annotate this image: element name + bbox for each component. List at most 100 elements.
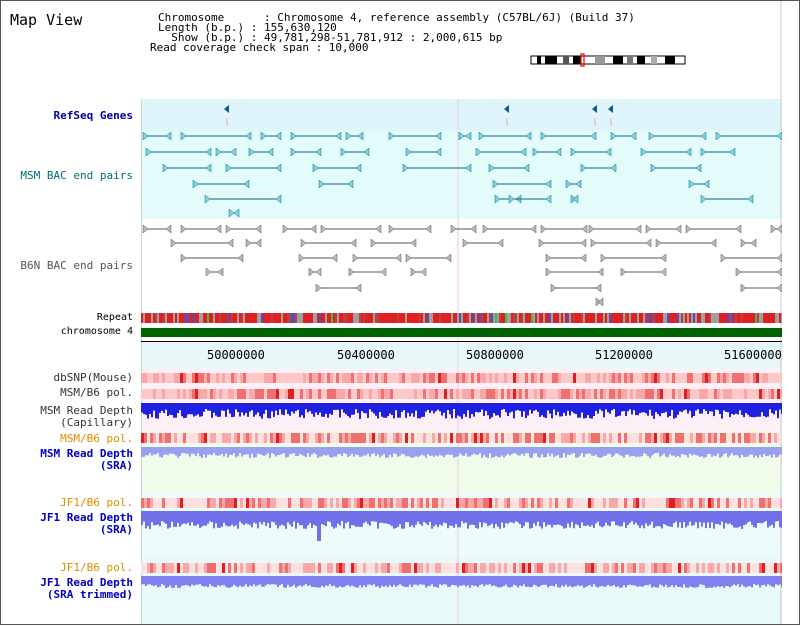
heatmap-cell bbox=[672, 433, 675, 443]
heatmap-cell bbox=[651, 373, 654, 383]
heatmap-cell bbox=[612, 433, 615, 443]
heatmap-cell bbox=[774, 433, 777, 443]
ruler-tick-label: 50400000 bbox=[337, 348, 395, 362]
heatmap-cell bbox=[207, 563, 210, 573]
bac-end-marker bbox=[300, 238, 307, 248]
depth-bar bbox=[411, 447, 413, 458]
repeat-segment bbox=[719, 313, 721, 323]
heatmap-cell bbox=[771, 373, 774, 383]
depth-bar bbox=[475, 576, 477, 586]
depth-bar bbox=[217, 447, 219, 456]
repeat-segment bbox=[673, 313, 675, 323]
heatmap-cell bbox=[753, 498, 756, 508]
heatmap-cell bbox=[549, 389, 552, 399]
depth-bar bbox=[489, 576, 491, 585]
depth-bar bbox=[687, 576, 689, 588]
heatmap-cell bbox=[528, 498, 531, 508]
depth-bar bbox=[329, 403, 331, 414]
depth-bar bbox=[773, 403, 775, 415]
heatmap-cell bbox=[600, 373, 603, 383]
depth-bar bbox=[475, 511, 477, 528]
heatmap-cell bbox=[459, 389, 462, 399]
repeat-segment bbox=[615, 313, 617, 323]
heatmap-cell bbox=[483, 563, 486, 573]
depth-bar bbox=[421, 447, 423, 455]
depth-bar bbox=[285, 403, 287, 410]
heatmap-cell bbox=[195, 389, 198, 399]
repeat-segment bbox=[281, 313, 283, 323]
heatmap-cell bbox=[483, 389, 486, 399]
depth-bar bbox=[379, 447, 381, 458]
repeat-segment bbox=[675, 313, 677, 323]
heatmap-cell bbox=[501, 433, 504, 443]
repeat-segment bbox=[493, 313, 495, 323]
depth-bar bbox=[631, 447, 633, 457]
depth-bar bbox=[591, 403, 593, 419]
bac-end-marker bbox=[215, 147, 222, 157]
heatmap-cell bbox=[480, 433, 483, 443]
repeat-segment bbox=[773, 313, 775, 323]
heatmap-cell bbox=[648, 389, 651, 399]
depth-bar bbox=[471, 576, 473, 586]
heatmap-cell bbox=[675, 389, 678, 399]
repeat-segment bbox=[401, 313, 403, 323]
chromosome-ideogram[interactable] bbox=[529, 53, 689, 67]
depth-bar bbox=[751, 447, 753, 455]
depth-bar bbox=[479, 576, 481, 586]
depth-bar bbox=[359, 576, 361, 586]
depth-bar bbox=[583, 447, 585, 457]
heatmap-cell bbox=[552, 563, 555, 573]
depth-bar bbox=[599, 403, 601, 410]
heatmap-cell bbox=[360, 373, 363, 383]
depth-bar bbox=[709, 447, 711, 454]
repeat-segment bbox=[181, 313, 183, 323]
depth-bar bbox=[775, 447, 777, 458]
heatmap-cell bbox=[690, 389, 693, 399]
heatmap-cell bbox=[426, 563, 429, 573]
repeat-segment bbox=[311, 313, 313, 323]
depth-bar bbox=[453, 447, 455, 458]
depth-bar bbox=[227, 576, 229, 588]
repeat-segment bbox=[273, 313, 275, 323]
heatmap-cell bbox=[636, 433, 639, 443]
heatmap-cell bbox=[531, 563, 534, 573]
bac-end-marker bbox=[494, 194, 501, 204]
depth-bar bbox=[175, 576, 177, 585]
heatmap-cell bbox=[159, 389, 162, 399]
heatmap-cell bbox=[240, 373, 243, 383]
heatmap-cell bbox=[174, 498, 177, 508]
repeat-segment bbox=[321, 313, 323, 323]
repeat-segment bbox=[161, 313, 163, 323]
depth-bar bbox=[481, 403, 483, 410]
depth-bar bbox=[699, 576, 701, 585]
heatmap-cell bbox=[666, 563, 669, 573]
depth-bar bbox=[241, 447, 243, 457]
depth-bar bbox=[689, 403, 691, 411]
bac-end-marker bbox=[248, 147, 255, 157]
heatmap-cell bbox=[153, 389, 156, 399]
depth-bar bbox=[525, 576, 527, 587]
msm-b6-pol2-label-text: MSM/B6 pol. bbox=[60, 432, 133, 445]
repeat-segment bbox=[759, 313, 761, 323]
depth-bar bbox=[491, 576, 493, 587]
heatmap-cell bbox=[219, 433, 222, 443]
b6n-bac-label[interactable]: B6N BAC end pairs bbox=[20, 260, 133, 272]
depth-bar bbox=[415, 447, 417, 457]
depth-bar bbox=[591, 511, 593, 526]
depth-bar bbox=[275, 447, 277, 457]
repeat-segment bbox=[453, 313, 455, 323]
msm-bac-label[interactable]: MSM BAC end pairs bbox=[20, 170, 133, 182]
heatmap-cell bbox=[390, 389, 393, 399]
depth-bar bbox=[767, 447, 769, 456]
depth-bar bbox=[549, 447, 551, 457]
depth-bar bbox=[215, 447, 217, 456]
genome-tracks-canvas[interactable]: 50000000 50400000 50800000 51200000 5160… bbox=[141, 1, 782, 625]
heatmap-cell bbox=[174, 563, 177, 573]
heatmap-cell bbox=[225, 389, 228, 399]
heatmap-cell bbox=[330, 563, 333, 573]
bac-end-marker bbox=[648, 131, 655, 141]
refseq-genes-label[interactable]: RefSeq Genes bbox=[54, 110, 133, 122]
depth-bar bbox=[271, 511, 273, 522]
repeat-segment bbox=[701, 313, 703, 323]
heatmap-cell bbox=[159, 498, 162, 508]
